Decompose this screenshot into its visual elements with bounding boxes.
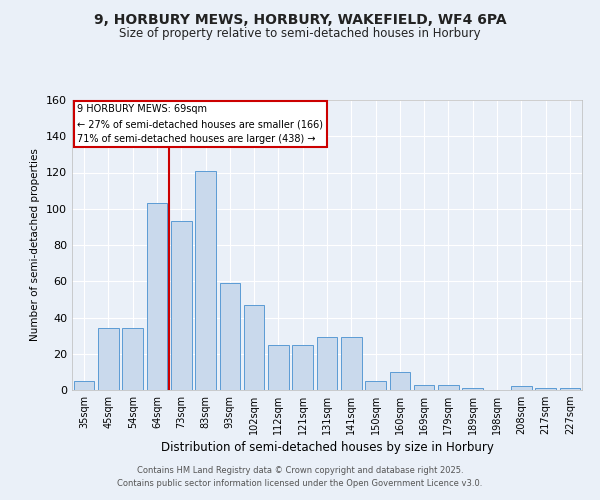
Bar [122,328,143,390]
X-axis label: Distribution of semi-detached houses by size in Horbury: Distribution of semi-detached houses by … [161,442,493,454]
Bar [146,204,167,390]
Text: 9, HORBURY MEWS, HORBURY, WAKEFIELD, WF4 6PA: 9, HORBURY MEWS, HORBURY, WAKEFIELD, WF4… [94,12,506,26]
Y-axis label: Number of semi-detached properties: Number of semi-detached properties [31,148,40,342]
Bar [171,222,191,390]
Bar [414,384,434,390]
Bar [292,344,313,390]
Bar [195,170,216,390]
Bar [438,384,459,390]
Bar [220,283,240,390]
Bar [317,338,337,390]
Bar [98,328,119,390]
Bar [560,388,580,390]
Text: Size of property relative to semi-detached houses in Horbury: Size of property relative to semi-detach… [119,28,481,40]
Bar [244,305,265,390]
Bar [341,338,362,390]
Bar [365,381,386,390]
Bar [463,388,483,390]
Bar [511,386,532,390]
Bar [268,344,289,390]
Bar [389,372,410,390]
Text: 9 HORBURY MEWS: 69sqm
← 27% of semi-detached houses are smaller (166)
71% of sem: 9 HORBURY MEWS: 69sqm ← 27% of semi-deta… [77,104,323,144]
Bar [535,388,556,390]
Bar [74,381,94,390]
Text: Contains HM Land Registry data © Crown copyright and database right 2025.
Contai: Contains HM Land Registry data © Crown c… [118,466,482,487]
